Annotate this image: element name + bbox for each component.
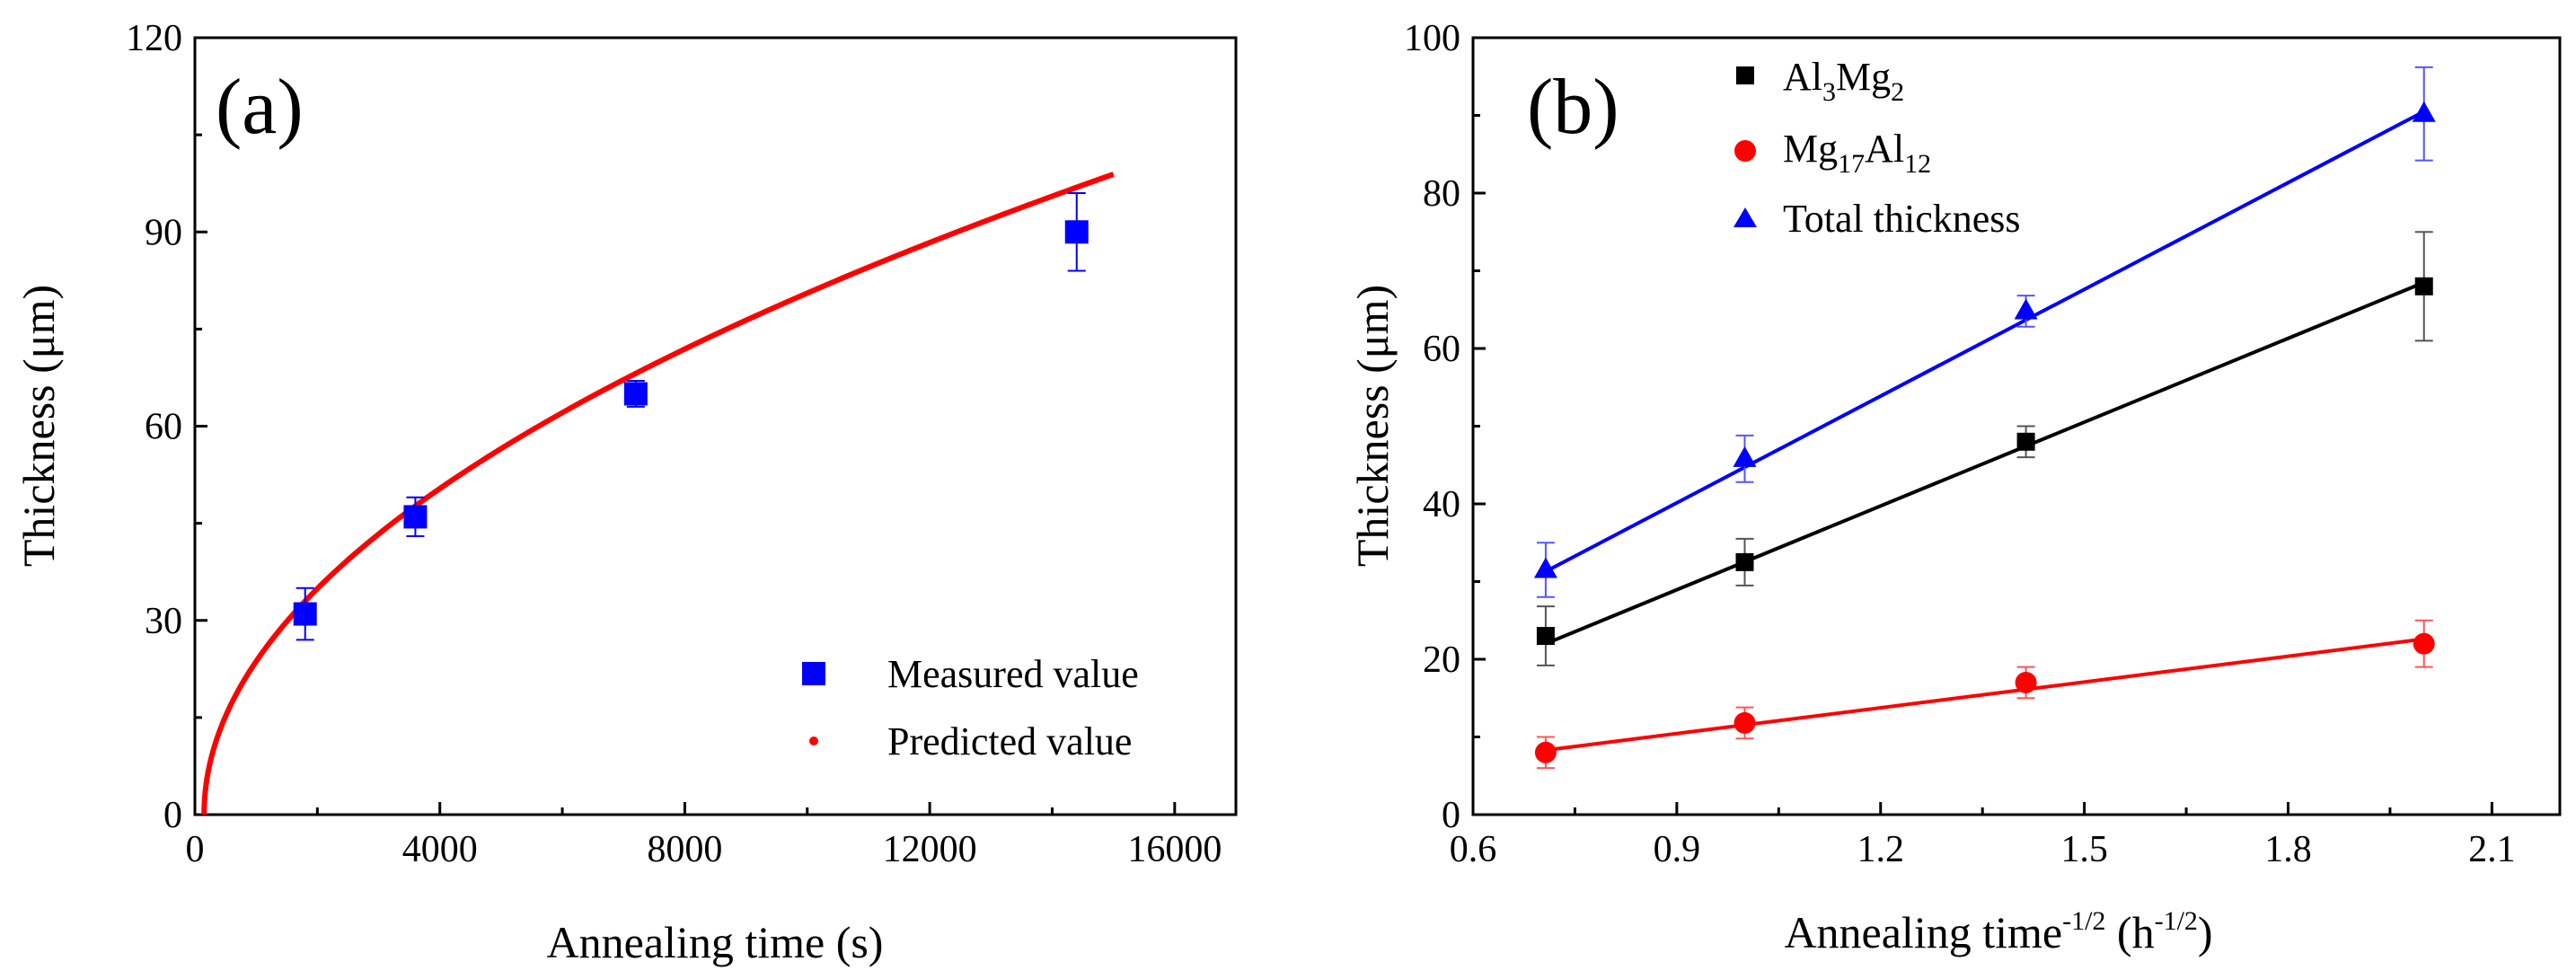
mg17al12-point [2015,671,2037,693]
panel-a-plot-frame [193,36,1238,816]
b-x-tick-label: 1.5 [2060,829,2108,870]
b-y-tick-label: 80 [1423,173,1460,215]
mg17al12-point [1734,711,1756,734]
b-x-tick-label: 1.8 [2264,829,2312,870]
panel-b-label: (b) [1527,64,1619,151]
total-fit-line [1544,110,2425,574]
a-x-tick-label: 8000 [647,829,722,870]
panel-a-x-axis-title: Annealing time (s) [547,917,884,967]
total-point [2412,101,2436,122]
panel-b-legend: Al3Mg2 Mg17Al12 Total thickness [1734,55,2021,241]
legend-marker-measured [802,662,825,685]
mg17al12-part1: Mg [1783,127,1838,171]
measured-point [293,602,317,626]
a-y-tick-label: 30 [145,601,182,642]
a-y-tick-label: 120 [126,18,182,59]
measured-point [403,505,428,529]
total-point [2014,298,2038,320]
panel-a-label: (a) [216,64,304,151]
al3mg2-sub2: 2 [1891,77,1904,107]
legend-label-measured: Measured value [887,652,1139,696]
legend-marker-al3mg2 [1736,66,1754,84]
al3mg2-sub1: 3 [1822,77,1836,107]
x-title-unit: (h [2105,907,2154,957]
legend-label-total: Total thickness [1783,197,2021,241]
panel-a-chart: 0 4000 8000 12000 16000 0 30 60 90 120 (a) Thickn… [13,18,1238,967]
measured-point [623,382,648,406]
a-x-tick-label: 12000 [883,829,977,870]
a-x-tick-label: 4000 [402,829,478,870]
total-point [1733,445,1757,467]
legend-marker-total [1734,207,1757,227]
legend-label-al3mg2: Al3Mg2 [1783,55,1904,107]
legend-label-mg17al12: Mg17Al12 [1783,127,1931,179]
b-y-tick-label: 60 [1423,329,1460,370]
b-x-tick-label: 2.1 [2468,829,2516,870]
b-y-tick-label: 20 [1423,639,1460,681]
x-title-main: Annealing time [1784,907,2062,957]
panel-b-x-axis-title: Annealing time-1/2 (h-1/2) [1784,906,2212,957]
mg17al12-point [1534,741,1557,763]
x-title-close: ) [2198,907,2213,957]
b-y-tick-label: 40 [1423,484,1460,525]
al3mg2-fit-line [1545,280,2425,646]
al3mg2-point [1536,627,1555,646]
mg17al12-part2: Al [1865,127,1904,171]
predicted-curve [201,172,1115,815]
measured-point [1064,220,1089,244]
mg17al12-fit-line [1545,637,2425,753]
x-title-sup: -1/2 [2062,906,2105,936]
al3mg2-point [2016,432,2035,451]
al3mg2-part2: Mg [1836,55,1891,99]
al3mg2-point [1735,552,1754,571]
b-x-tick-label: 1.2 [1857,829,1905,870]
b-y-tick-label: 100 [1404,18,1460,59]
legend-marker-mg17al12 [1734,140,1756,162]
a-y-tick-label: 90 [145,212,182,253]
panel-a-y-axis-title: Thickness (μm) [13,285,64,567]
al3mg2-part1: Al [1783,55,1822,99]
b-x-tick-label: 0.6 [1450,829,1497,870]
mg17al12-sub2: 12 [1904,149,1931,179]
panel-b-chart: 0.6 0.9 1.2 1.5 1.8 2.1 0 20 40 60 80 100 (b) Thick… [1347,18,2562,957]
b-y-tick-label: 0 [1442,795,1460,836]
panel-b-plot-frame [1471,36,2562,816]
al3mg2-point [2414,277,2433,295]
panel-a-legend: Measured value Predicted value [802,652,1139,763]
legend-label-predicted: Predicted value [887,719,1132,763]
a-y-tick-label: 60 [145,407,182,448]
mg17al12-sub1: 17 [1838,149,1865,179]
mg17al12-point [2413,632,2435,655]
legend-marker-predicted [809,736,818,745]
a-x-tick-label: 0 [186,829,205,870]
panel-b-y-axis-title: Thickness (μm) [1347,285,1398,567]
a-x-tick-label: 16000 [1127,829,1222,870]
x-title-unit-sup: -1/2 [2155,906,2198,936]
total-point [1533,557,1557,578]
a-y-tick-label: 0 [163,795,182,836]
b-x-tick-label: 0.9 [1654,829,1701,870]
